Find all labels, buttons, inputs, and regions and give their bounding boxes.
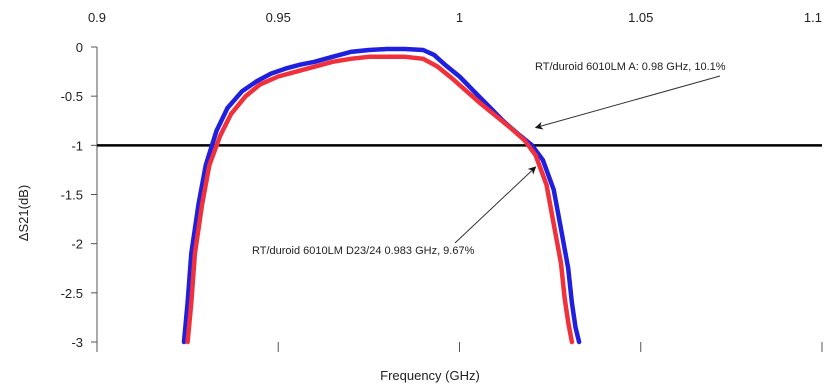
y-axis-label: ΔS21(dB) [16,185,31,241]
annotation-arrow [454,166,537,244]
y-tick-label: -1.5 [61,188,83,203]
series-group [181,46,582,345]
plot-area [97,47,822,342]
y-ticks: 0 -0.5 -1 -1.5 -2 -2.5 -3 [61,40,97,350]
series-line-1 [181,46,582,345]
y-tick-label: -2.5 [61,286,83,301]
y-tick-label: -3 [71,335,83,350]
x-tick-label: 1 [456,10,463,25]
x-axis-label: Frequency (GHz) [380,368,480,383]
annotation-text: RT/duroid 6010LM D23/24 0.983 GHz, 9.67% [252,245,475,257]
annotation-arrow [534,75,721,130]
series-line-2 [185,54,575,345]
x-ticks: 0.9 0.95 1 1.05 1.1 [88,10,823,352]
x-tick-label: 1.1 [804,10,822,25]
annotations: RT/duroid 6010LM A: 0.98 GHz, 10.1% RT/du… [252,61,726,257]
y-tick-label: 0 [76,40,83,55]
y-tick-label: -0.5 [61,89,83,104]
x-tick-label: 1.05 [628,10,653,25]
annotation-text: RT/duroid 6010LM A: 0.98 GHz, 10.1% [535,61,726,73]
y-tick-label: -2 [71,237,83,252]
y-tick-label: -1 [71,138,83,153]
x-tick-label: 0.9 [88,10,106,25]
x-tick-label: 0.95 [266,10,291,25]
